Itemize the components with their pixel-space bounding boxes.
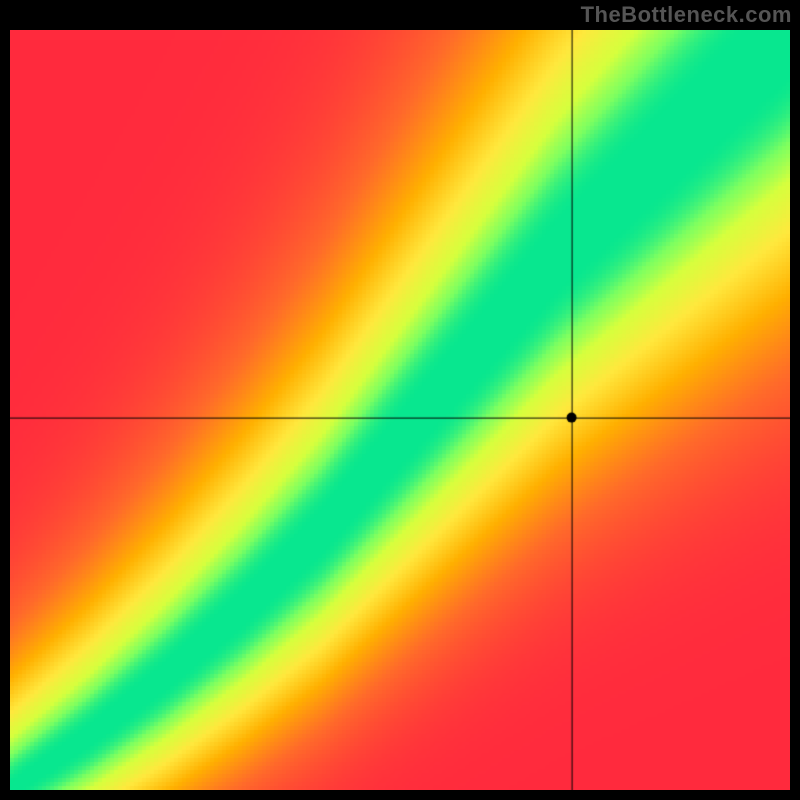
watermark-text: TheBottleneck.com [581,2,792,28]
heatmap-canvas [10,30,790,790]
chart-container: TheBottleneck.com [0,0,800,800]
bottleneck-heatmap [10,30,790,790]
